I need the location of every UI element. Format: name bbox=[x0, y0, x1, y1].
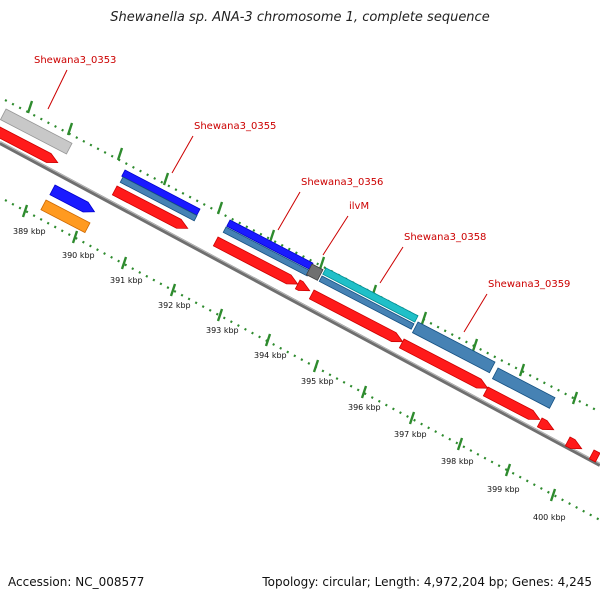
gene-feature-reverse bbox=[40, 199, 91, 234]
lower-ruler bbox=[4, 199, 600, 521]
gene-feature bbox=[0, 108, 73, 155]
upper-major-tick bbox=[116, 147, 124, 161]
gene-label: Shewana3_0355 bbox=[194, 121, 276, 132]
cds-feature bbox=[482, 386, 541, 420]
upper-major-tick bbox=[518, 363, 526, 377]
tick-label: 391 kbp bbox=[110, 276, 143, 285]
upper-major-tick bbox=[571, 391, 579, 405]
gene-feature bbox=[119, 176, 198, 222]
upper-major-tick bbox=[26, 100, 34, 114]
cds-feature bbox=[308, 289, 404, 343]
lower-major-tick bbox=[456, 437, 464, 451]
lower-major-tick bbox=[120, 256, 128, 270]
tick-label: 392 kbp bbox=[158, 301, 191, 310]
cds-feature bbox=[212, 236, 299, 285]
gene-label: Shewana3_0353 bbox=[34, 55, 116, 66]
tick-label: 393 kbp bbox=[206, 326, 239, 335]
tick-label: 389 kbp bbox=[13, 227, 46, 236]
lower-major-tick bbox=[549, 488, 557, 502]
lower-major-tick bbox=[71, 230, 79, 244]
tick-label: 390 kbp bbox=[62, 251, 95, 260]
map-title: Shewanella sp. ANA-3 chromosome 1, compl… bbox=[110, 10, 490, 25]
upper-major-tick bbox=[420, 311, 428, 325]
lower-major-tick bbox=[216, 308, 224, 322]
cds-feature bbox=[294, 279, 311, 292]
label-leader-line bbox=[47, 69, 68, 110]
tick-label: 399 kbp bbox=[487, 485, 520, 494]
cds-feature bbox=[0, 126, 59, 164]
label-leader-line bbox=[277, 191, 301, 231]
cds-feature bbox=[111, 185, 189, 229]
chromosome-backbone bbox=[0, 141, 600, 467]
gene-feature bbox=[226, 219, 314, 270]
cds-feature bbox=[536, 417, 555, 431]
lower-major-tick bbox=[169, 283, 177, 297]
cds-feature bbox=[564, 436, 583, 450]
gene-label: Shewana3_0359 bbox=[488, 279, 570, 290]
upper-major-tick bbox=[216, 201, 224, 215]
upper-major-tick bbox=[162, 172, 170, 186]
lower-major-tick bbox=[264, 333, 272, 347]
gene-label: Shewana3_0358 bbox=[404, 232, 486, 243]
gene-feature bbox=[322, 267, 419, 323]
label-leader-line bbox=[463, 293, 488, 333]
gene-feature-reverse bbox=[49, 184, 96, 213]
label-leader-line bbox=[322, 215, 349, 256]
gene-label: ilvM bbox=[349, 201, 369, 212]
tick-label: 394 kbp bbox=[254, 351, 287, 360]
gene-feature bbox=[411, 321, 496, 374]
gene-feature bbox=[305, 263, 324, 281]
accession-text: Accession: NC_008577 bbox=[8, 575, 145, 589]
tick-label: 396 kbp bbox=[348, 403, 381, 412]
gene-feature bbox=[318, 275, 415, 330]
upper-major-tick bbox=[66, 122, 74, 136]
lower-major-tick bbox=[408, 411, 416, 425]
label-leader-line bbox=[171, 135, 194, 174]
label-leader-line bbox=[379, 246, 404, 284]
cds-feature bbox=[398, 338, 489, 389]
lower-major-tick bbox=[21, 204, 29, 218]
gene-label: Shewana3_0356 bbox=[301, 177, 383, 188]
topology-text: Topology: circular; Length: 4,972,204 bp… bbox=[262, 575, 592, 589]
upper-major-tick bbox=[268, 229, 276, 243]
gene-feature bbox=[222, 226, 311, 277]
upper-major-tick bbox=[318, 256, 326, 270]
cds-feature bbox=[588, 449, 600, 463]
lower-major-tick bbox=[312, 359, 320, 373]
tick-label: 400 kbp bbox=[533, 513, 566, 522]
lower-major-tick bbox=[504, 463, 512, 477]
upper-major-tick bbox=[471, 338, 479, 352]
lower-major-tick bbox=[360, 385, 368, 399]
tick-label: 395 kbp bbox=[301, 377, 334, 386]
tick-label: 398 kbp bbox=[441, 457, 474, 466]
gene-feature bbox=[491, 367, 556, 409]
backbone-highlight bbox=[0, 141, 600, 464]
tick-label: 397 kbp bbox=[394, 430, 427, 439]
